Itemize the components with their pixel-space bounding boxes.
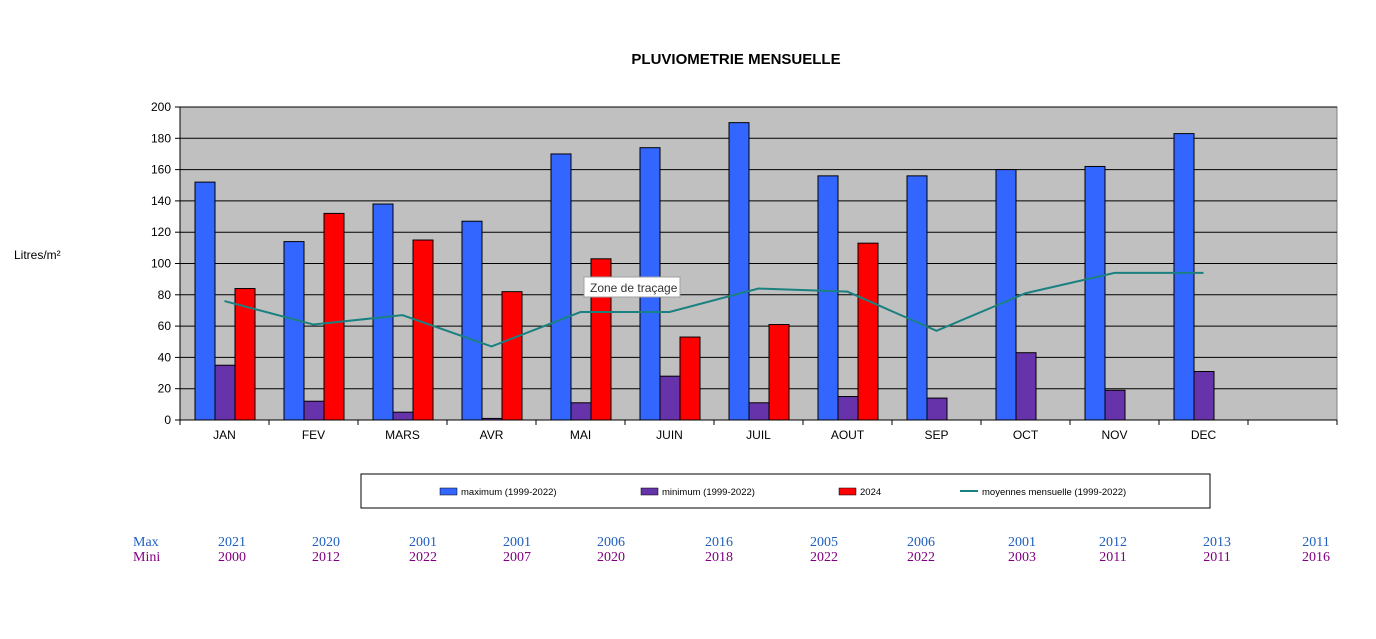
mini-year-11: 2016 — [1302, 550, 1330, 565]
legend-label-maximum: maximum (1999-2022) — [461, 487, 557, 498]
bar-minimum-juin — [659, 375, 681, 421]
bar-maximum-jan — [194, 181, 216, 421]
max-year-0: 2021 — [218, 535, 246, 550]
bar-minimum-mai — [570, 402, 592, 421]
max-year-9: 2012 — [1099, 535, 1127, 550]
x-tick-label-aout: AOUT — [831, 428, 865, 442]
bar-maximum-sep — [906, 175, 928, 421]
legend-box — [360, 473, 1211, 509]
x-tick-label-mars: MARS — [385, 428, 420, 442]
bar-minimum-mars — [392, 411, 414, 421]
bar-minimum-dec — [1193, 370, 1215, 421]
bar-minimum-oct — [1015, 352, 1037, 421]
x-tick-label-dec: DEC — [1191, 428, 1217, 442]
bar-minimum-juil — [748, 402, 770, 421]
x-tick-label-sep: SEP — [924, 428, 948, 442]
mini-year-0: 2000 — [218, 550, 246, 565]
bar-minimum-fev — [303, 400, 325, 421]
years-table: Max Mini 2021 2020 2001 2001 2006 2016 2005 200… — [133, 535, 1330, 565]
tooltip-text: Zone de traçage — [590, 281, 678, 295]
y-tick-label-140: 140 — [151, 194, 171, 208]
mini-year-9: 2011 — [1099, 550, 1126, 565]
mini-year-1: 2012 — [312, 550, 340, 565]
x-tick-label-oct: OCT — [1013, 428, 1039, 442]
y-tick-label-100: 100 — [151, 257, 171, 271]
legend: maximum (1999-2022) minimum (1999-2022) … — [360, 473, 1211, 509]
max-year-4: 2006 — [597, 535, 625, 550]
legend-label-average: moyennes mensuelle (1999-2022) — [982, 487, 1126, 498]
bar-2024-aout — [857, 242, 879, 421]
max-year-10: 2013 — [1203, 535, 1231, 550]
max-year-7: 2006 — [907, 535, 935, 550]
bar-2024-juil — [768, 324, 790, 421]
max-year-1: 2020 — [312, 535, 340, 550]
y-tick-label-200: 200 — [151, 100, 171, 114]
y-axis-label: Litres/m² — [14, 248, 61, 262]
mini-year-2: 2022 — [409, 550, 437, 565]
y-tick-label-60: 60 — [158, 319, 172, 333]
bar-maximum-fev — [283, 241, 305, 421]
bar-minimum-sep — [926, 397, 948, 421]
x-tick-label-mai: MAI — [570, 428, 591, 442]
y-tick-label-180: 180 — [151, 131, 171, 145]
x-tick-label-nov: NOV — [1101, 428, 1127, 442]
x-tick-label-avr: AVR — [480, 428, 504, 442]
mini-year-5: 2018 — [705, 550, 733, 565]
bar-maximum-aout — [817, 175, 839, 421]
legend-label-minimum: minimum (1999-2022) — [662, 487, 755, 498]
average-line-path — [224, 271, 1204, 348]
chart-title: PLUVIOMETRIE MENSUELLE — [631, 51, 840, 68]
mini-year-10: 2011 — [1203, 550, 1230, 565]
bar-maximum-nov — [1084, 165, 1106, 421]
max-year-5: 2016 — [705, 535, 733, 550]
mini-row-label: Mini — [133, 550, 160, 565]
bar-maximum-oct — [995, 169, 1017, 421]
x-tick-label-jan: JAN — [213, 428, 236, 442]
mini-year-4: 2020 — [597, 550, 625, 565]
mini-year-8: 2003 — [1008, 550, 1036, 565]
bar-2024-fev — [323, 212, 345, 421]
legend-swatch-2024 — [838, 487, 857, 496]
mini-year-3: 2007 — [503, 550, 531, 565]
years-values: 2021 2020 2001 2001 2006 2016 2005 2006 2001 2012… — [218, 535, 1330, 565]
bar-2024-mars — [412, 239, 434, 421]
y-tick-label-160: 160 — [151, 163, 171, 177]
x-axis: JAN FEV MARS AVR MAI JUIN JUIL AOUT SEP OCT NOV DEC — [179, 419, 1338, 442]
max-year-8: 2001 — [1008, 535, 1036, 550]
max-row-label: Max — [133, 535, 159, 550]
mini-year-6: 2022 — [810, 550, 838, 565]
average-line — [224, 271, 1204, 348]
bar-maximum-mai — [550, 153, 572, 421]
y-tick-label-80: 80 — [158, 288, 172, 302]
y-tick-label-20: 20 — [158, 382, 172, 396]
bar-minimum-aout — [837, 396, 859, 421]
max-year-6: 2005 — [810, 535, 838, 550]
plot-tooltip: Zone de traçage — [583, 276, 681, 298]
x-tick-label-juin: JUIN — [656, 428, 683, 442]
max-year-2: 2001 — [409, 535, 437, 550]
bar-minimum-nov — [1104, 389, 1126, 421]
y-tick-label-120: 120 — [151, 225, 171, 239]
y-tick-label-40: 40 — [158, 350, 172, 364]
mini-year-7: 2022 — [907, 550, 935, 565]
bar-maximum-juil — [728, 122, 750, 421]
bar-2024-juin — [679, 336, 701, 421]
legend-label-2024: 2024 — [860, 487, 881, 498]
legend-swatch-maximum — [439, 487, 458, 496]
y-tick-label-0: 0 — [164, 413, 171, 427]
max-year-3: 2001 — [503, 535, 531, 550]
tooltip-box — [583, 276, 681, 298]
x-tick-label-fev: FEV — [302, 428, 325, 442]
bar-maximum-avr — [461, 220, 483, 421]
bar-maximum-dec — [1173, 133, 1195, 421]
x-tick-label-juil: JUIL — [746, 428, 771, 442]
bar-maximum-mars — [372, 203, 394, 421]
max-year-11: 2011 — [1302, 535, 1329, 550]
y-axis-ticks: 0 20 40 60 80 100 120 140 160 180 200 — [151, 100, 181, 427]
bar-2024-avr — [501, 291, 523, 421]
legend-swatch-minimum — [640, 487, 659, 496]
bar-minimum-jan — [214, 364, 236, 421]
